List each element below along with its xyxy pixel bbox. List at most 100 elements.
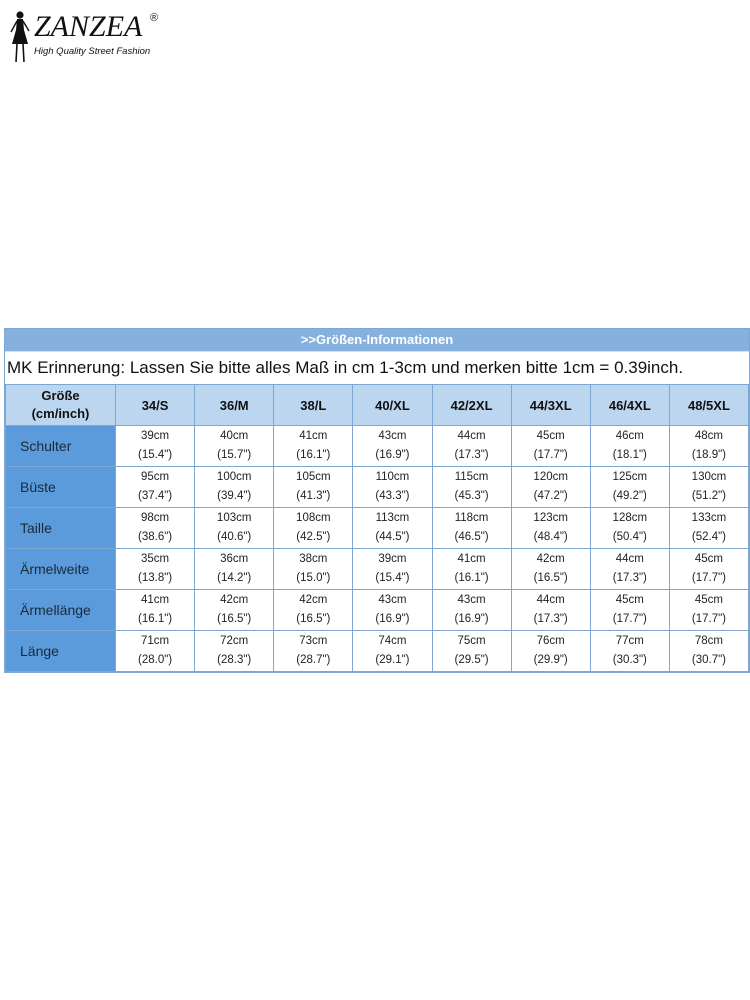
size-table: Größe (cm/inch) 34/S 36/M 38/L 40/XL 42/2XL 4… bbox=[5, 384, 750, 672]
value-inch: (42.5") bbox=[296, 531, 331, 543]
table-row: Länge 71cm (28.0") 72cm (28.3") 73cm (28.7") 74… bbox=[5, 630, 750, 672]
measurement-cell: 40cm (15.7") bbox=[194, 425, 275, 467]
value-inch: (46.5") bbox=[454, 531, 489, 543]
value-cm: 77cm bbox=[615, 635, 644, 647]
corner-label-size: Größe bbox=[41, 388, 80, 403]
value-cm: 76cm bbox=[536, 635, 565, 647]
measurement-cell: 130cm (51.2") bbox=[668, 466, 750, 508]
value-inch: (16.5") bbox=[533, 572, 568, 584]
value-cm: 95cm bbox=[141, 471, 170, 483]
value-inch: (16.1") bbox=[138, 613, 173, 625]
value-inch: (43.3") bbox=[375, 490, 410, 502]
size-table-body: Schulter 39cm (15.4") 40cm (15.7") 41cm (16.1"… bbox=[5, 425, 750, 672]
value-cm: 41cm bbox=[141, 594, 170, 606]
value-cm: 40cm bbox=[220, 430, 249, 442]
value-inch: (15.0") bbox=[296, 572, 331, 584]
value-inch: (13.8") bbox=[138, 572, 173, 584]
brand-logo: ZANZEA ® High Quality Street Fashion bbox=[8, 8, 168, 64]
measurement-label: Schulter bbox=[5, 425, 116, 467]
measurement-cell: 42cm (16.5") bbox=[510, 548, 591, 590]
value-cm: 45cm bbox=[694, 594, 723, 606]
value-cm: 72cm bbox=[220, 635, 249, 647]
value-inch: (50.4") bbox=[612, 531, 647, 543]
value-inch: (16.1") bbox=[454, 572, 489, 584]
value-cm: 44cm bbox=[457, 430, 486, 442]
measurement-cell: 115cm (45.3") bbox=[431, 466, 512, 508]
measurement-cell: 43cm (16.9") bbox=[431, 589, 512, 631]
value-cm: 125cm bbox=[612, 471, 648, 483]
value-cm: 41cm bbox=[457, 553, 486, 565]
measurement-cell: 45cm (17.7") bbox=[510, 425, 591, 467]
value-cm: 98cm bbox=[141, 512, 170, 524]
size-chart: >>Größen-Informationen MK Erinnerung: La… bbox=[4, 328, 750, 673]
value-cm: 38cm bbox=[299, 553, 328, 565]
measurement-cell: 41cm (16.1") bbox=[114, 589, 196, 631]
value-inch: (18.1") bbox=[612, 449, 647, 461]
measurement-label: Länge bbox=[5, 630, 116, 672]
value-inch: (15.4") bbox=[138, 449, 173, 461]
value-inch: (16.9") bbox=[454, 613, 489, 625]
value-inch: (28.0") bbox=[138, 654, 173, 666]
measurement-cell: 44cm (17.3") bbox=[589, 548, 670, 590]
size-header-cell: 48/5XL bbox=[668, 384, 750, 426]
value-cm: 42cm bbox=[536, 553, 565, 565]
value-cm: 43cm bbox=[378, 594, 407, 606]
measurement-cell: 44cm (17.3") bbox=[510, 589, 591, 631]
measurement-cell: 71cm (28.0") bbox=[114, 630, 196, 672]
measurement-cell: 43cm (16.9") bbox=[352, 589, 433, 631]
measurement-cell: 36cm (14.2") bbox=[194, 548, 275, 590]
value-cm: 36cm bbox=[220, 553, 249, 565]
value-inch: (17.3") bbox=[454, 449, 489, 461]
value-cm: 110cm bbox=[375, 471, 410, 483]
value-inch: (51.2") bbox=[691, 490, 726, 502]
value-cm: 45cm bbox=[536, 430, 565, 442]
size-header-cell: 42/2XL bbox=[431, 384, 512, 426]
value-inch: (17.7") bbox=[533, 449, 568, 461]
value-cm: 39cm bbox=[378, 553, 407, 565]
value-inch: (16.9") bbox=[375, 613, 410, 625]
size-info-banner: >>Größen-Informationen bbox=[5, 329, 749, 351]
value-cm: 45cm bbox=[615, 594, 644, 606]
measurement-cell: 77cm (30.3") bbox=[589, 630, 670, 672]
measurement-cell: 41cm (16.1") bbox=[431, 548, 512, 590]
measurement-cell: 45cm (17.7") bbox=[668, 589, 750, 631]
measurement-cell: 128cm (50.4") bbox=[589, 507, 670, 549]
table-row: Taille 98cm (38.6") 103cm (40.6") 108cm (42.5"… bbox=[5, 507, 750, 549]
measurement-cell: 123cm (48.4") bbox=[510, 507, 591, 549]
size-header-cell: 36/M bbox=[194, 384, 275, 426]
measurement-cell: 105cm (41.3") bbox=[273, 466, 354, 508]
measurement-cell: 43cm (16.9") bbox=[352, 425, 433, 467]
table-row: Ärmellänge 41cm (16.1") 42cm (16.5") 42cm (16.… bbox=[5, 589, 750, 631]
value-inch: (40.6") bbox=[217, 531, 252, 543]
measurement-cell: 103cm (40.6") bbox=[194, 507, 275, 549]
value-cm: 45cm bbox=[694, 553, 723, 565]
value-inch: (29.5") bbox=[454, 654, 489, 666]
value-inch: (39.4") bbox=[217, 490, 252, 502]
value-cm: 123cm bbox=[533, 512, 568, 524]
measurement-cell: 98cm (38.6") bbox=[114, 507, 196, 549]
value-inch: (29.1") bbox=[375, 654, 410, 666]
value-inch: (28.3") bbox=[217, 654, 252, 666]
measurement-cell: 42cm (16.5") bbox=[273, 589, 354, 631]
measurement-cell: 133cm (52.4") bbox=[668, 507, 750, 549]
value-cm: 43cm bbox=[457, 594, 486, 606]
measurement-cell: 95cm (37.4") bbox=[114, 466, 196, 508]
value-cm: 39cm bbox=[141, 430, 170, 442]
measurement-cell: 45cm (17.7") bbox=[668, 548, 750, 590]
value-inch: (28.7") bbox=[296, 654, 331, 666]
value-inch: (30.7") bbox=[691, 654, 726, 666]
value-inch: (16.1") bbox=[296, 449, 331, 461]
table-row: Büste 95cm (37.4") 100cm (39.4") 105cm (41.3")… bbox=[5, 466, 750, 508]
measurement-cell: 74cm (29.1") bbox=[352, 630, 433, 672]
value-inch: (29.9") bbox=[533, 654, 568, 666]
measurement-cell: 42cm (16.5") bbox=[194, 589, 275, 631]
value-inch: (17.3") bbox=[533, 613, 568, 625]
value-inch: (44.5") bbox=[375, 531, 410, 543]
measurement-cell: 73cm (28.7") bbox=[273, 630, 354, 672]
measurement-cell: 39cm (15.4") bbox=[352, 548, 433, 590]
measurement-cell: 75cm (29.5") bbox=[431, 630, 512, 672]
table-row: Ärmelweite 35cm (13.8") 36cm (14.2") 38cm (15.… bbox=[5, 548, 750, 590]
measurement-cell: 48cm (18.9") bbox=[668, 425, 750, 467]
value-inch: (37.4") bbox=[138, 490, 173, 502]
size-corner-cell: Größe (cm/inch) bbox=[5, 384, 116, 426]
